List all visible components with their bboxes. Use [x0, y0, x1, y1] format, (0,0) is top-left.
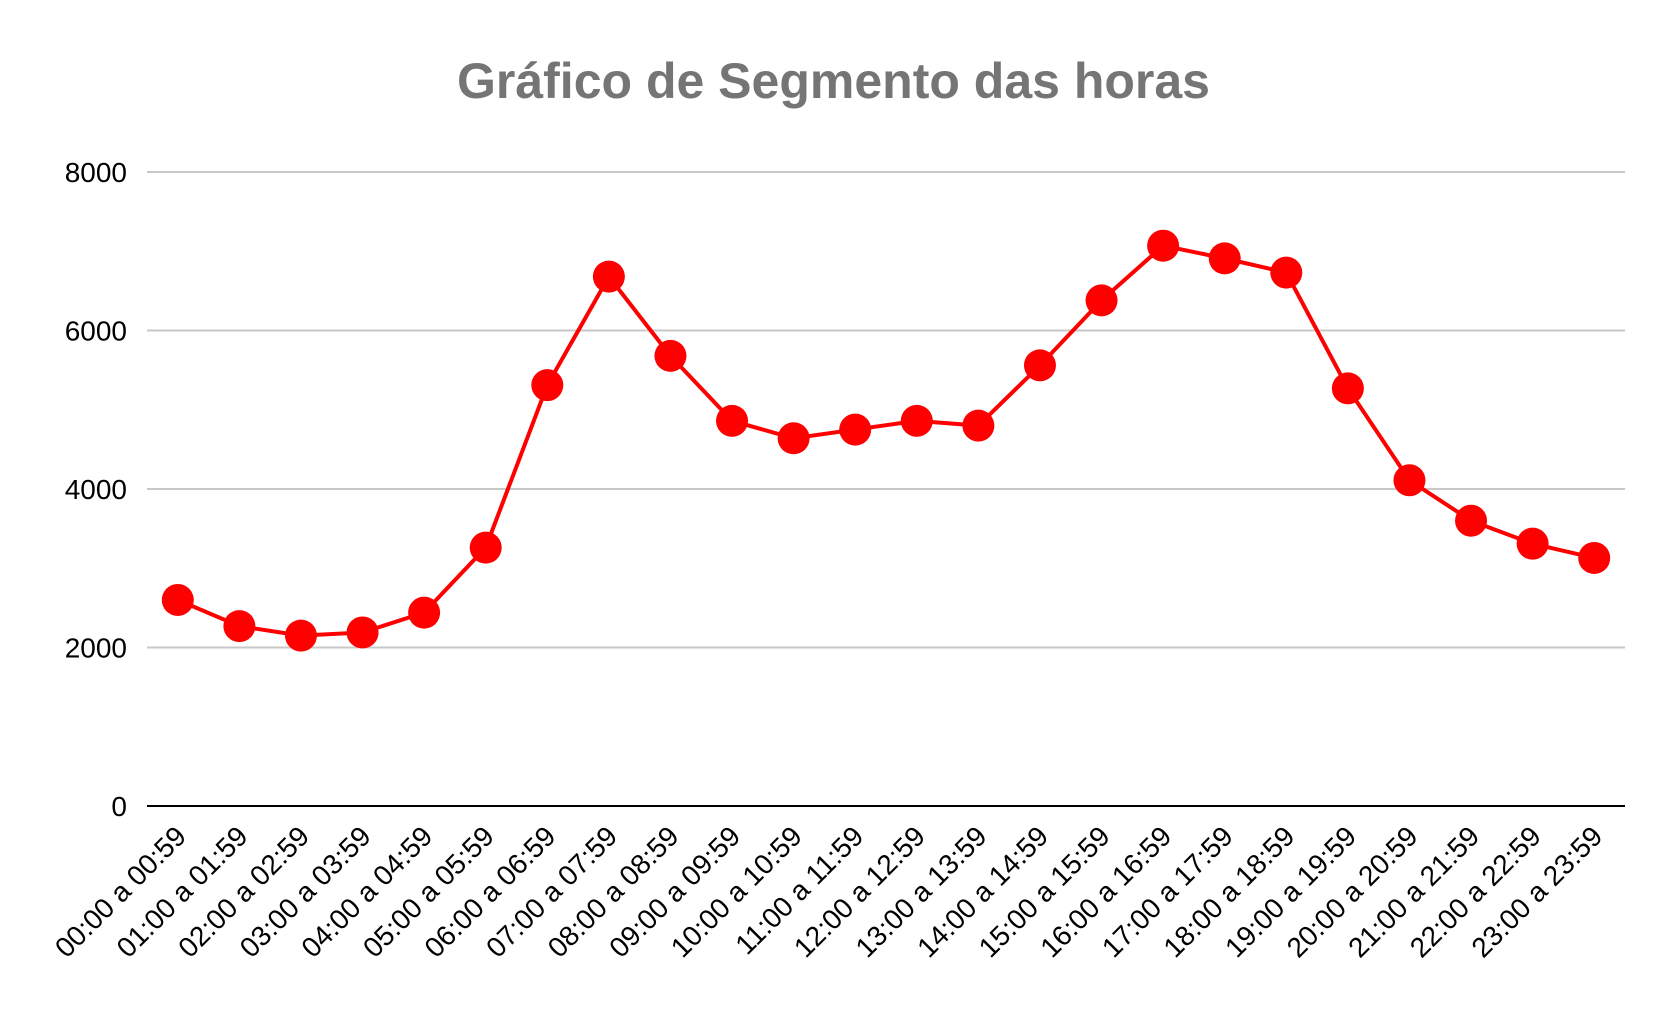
data-point	[223, 610, 256, 643]
data-point	[962, 409, 995, 442]
data-point	[284, 619, 317, 652]
data-point	[1270, 256, 1303, 289]
series-line	[177, 243, 1595, 638]
chart-title: Gráfico de Segmento das horas	[457, 53, 1210, 109]
data-point	[1516, 527, 1549, 560]
data-point	[1393, 464, 1426, 497]
data-point	[900, 404, 933, 437]
data-point	[408, 596, 441, 629]
y-tick-label: 4000	[65, 474, 127, 505]
data-point	[592, 260, 625, 293]
y-tick-label: 2000	[65, 633, 127, 664]
data-point	[1208, 242, 1241, 275]
data-point	[161, 583, 194, 616]
data-point	[531, 369, 564, 402]
data-point	[1147, 229, 1180, 262]
data-point	[346, 616, 379, 649]
y-axis-tick-labels: 0 2000 4000 6000 8000	[65, 157, 127, 822]
y-tick-label: 6000	[65, 316, 127, 347]
grid-lines	[147, 171, 1625, 649]
y-tick-label: 8000	[65, 157, 127, 188]
data-point	[839, 413, 872, 446]
y-tick-label: 0	[111, 791, 127, 822]
data-point	[777, 422, 810, 455]
data-point	[1578, 541, 1611, 574]
data-point	[654, 339, 687, 372]
data-points	[161, 229, 1611, 652]
series-line-layer	[177, 243, 1595, 638]
data-point	[1331, 372, 1364, 405]
data-point	[716, 404, 749, 437]
data-point	[469, 531, 502, 564]
data-point	[1023, 349, 1056, 382]
data-point	[1085, 284, 1118, 317]
data-point	[1455, 504, 1488, 537]
